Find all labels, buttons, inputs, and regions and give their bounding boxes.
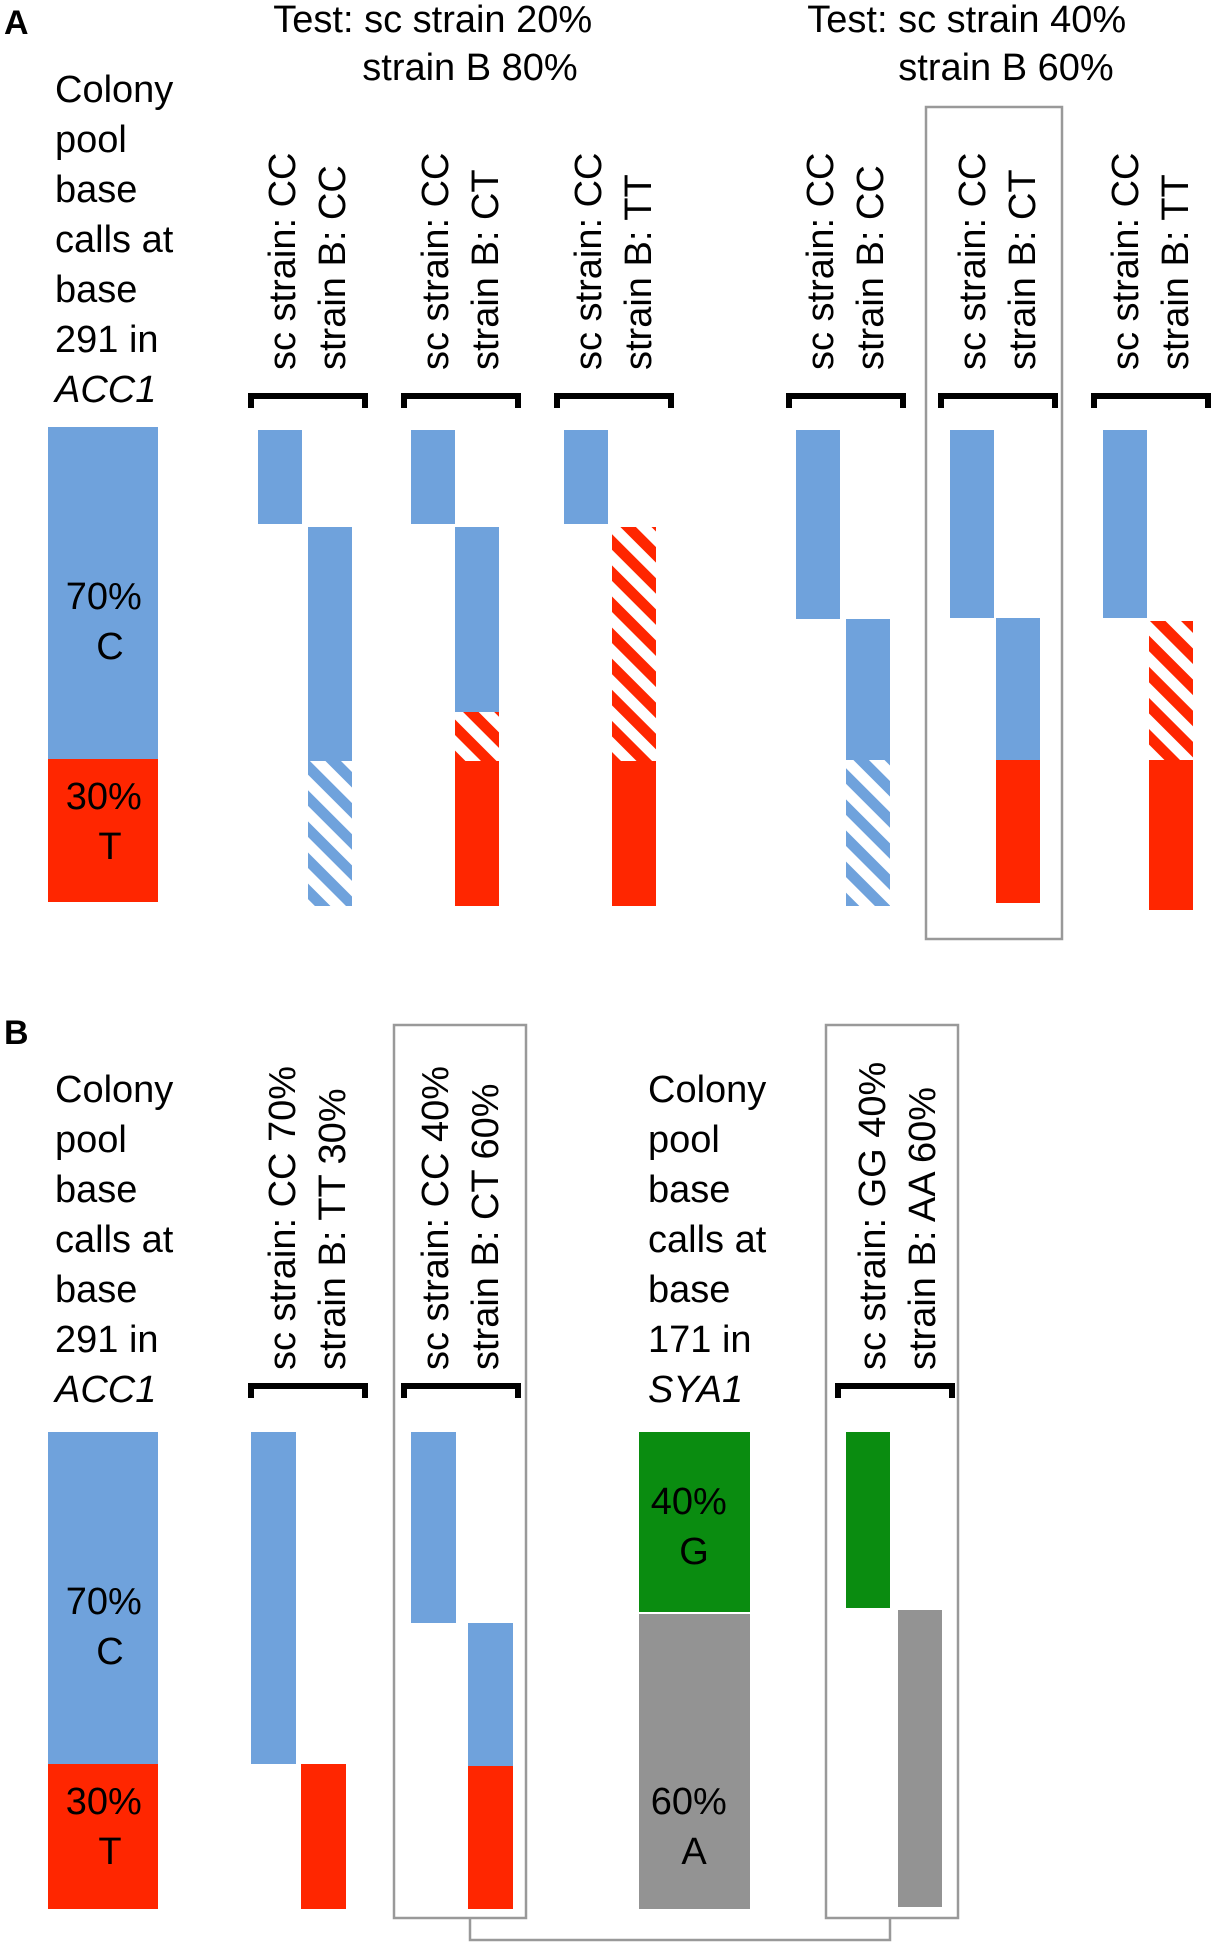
col-a5-b-t-bar	[996, 760, 1040, 903]
col-a3-b-label: strain B: TT	[618, 174, 660, 370]
col-a1-b-c-hatched	[308, 761, 352, 906]
pool-b1-c-label: 70% C	[66, 1581, 153, 1673]
panel-a-test-2: Test: sc strain 40% strain B 60%	[807, 0, 1136, 89]
bracket-a3	[554, 393, 674, 408]
col-a2-b-t-hatched	[455, 712, 499, 761]
col-a5-b-c-bar	[996, 618, 1040, 760]
col-a1-sc-bar	[258, 430, 302, 524]
highlight-box-b2	[392, 1023, 528, 1920]
pool-b2-a-label: 60% A	[651, 1781, 738, 1873]
col-a1-b-c-bar	[308, 527, 352, 761]
highlight-box-a5	[924, 105, 1064, 941]
col-a1-b-label: strain B: CC	[312, 165, 354, 370]
col-a5-b-label: strain B: CT	[1002, 169, 1044, 370]
col-b2-b-label: strain B: CT 60%	[465, 1083, 507, 1370]
pool-b1-c-bar	[48, 1432, 158, 1764]
col-a6-b-label: strain B: TT	[1155, 174, 1197, 370]
col-a6-b-t-bar	[1149, 760, 1193, 910]
col-b3-sc-label: sc strain: GG 40%	[852, 1062, 894, 1370]
pool-a-c-label: 70% C	[66, 576, 153, 668]
panel-a-label: A	[4, 4, 29, 42]
pool-b1-t-bar	[48, 1764, 158, 1909]
col-a3-b-t-bar	[612, 761, 656, 906]
pool-b1-t-label: 30% T	[66, 1781, 153, 1873]
col-b3-b-label: strain B: AA 60%	[902, 1087, 944, 1370]
col-b2-sc-bar	[411, 1432, 456, 1623]
pool-a-c-bar	[48, 427, 158, 759]
col-a4-b-c-hatched	[846, 760, 890, 906]
col-a2-b-c-bar	[455, 527, 499, 712]
panel-a-test-1: Test: sc strain 20% strain B 80%	[273, 0, 602, 89]
col-a3-b-t-hatched	[612, 527, 656, 761]
highlight-box-b3	[824, 1023, 960, 1920]
col-a4-b-label: strain B: CC	[850, 165, 892, 370]
col-a4-sc-label: sc strain: CC	[800, 153, 842, 370]
col-a4-sc-bar	[796, 430, 840, 619]
col-b1-sc-label: sc strain: CC 70%	[262, 1066, 304, 1370]
col-b3-sc-g-bar	[846, 1432, 890, 1608]
panel-b-colony-label-1: Colony pool base calls at base 291 in AC…	[53, 1069, 184, 1411]
col-a1-sc-label: sc strain: CC	[262, 153, 304, 370]
col-b2-b-t-bar	[468, 1766, 513, 1909]
col-b1-sc-bar	[251, 1432, 296, 1764]
panel-a-colony-label: Colony pool base calls at base 291 in AC…	[53, 69, 184, 411]
panel-b-colony-label-2: Colony pool base calls at base 171 in SY…	[648, 1069, 777, 1411]
pool-b2-g-bar	[639, 1432, 750, 1612]
col-a3-sc-bar	[564, 430, 608, 524]
col-a2-b-label: strain B: CT	[465, 169, 507, 370]
col-b3-b-a-bar	[898, 1610, 942, 1907]
col-b1-b-label: strain B: TT 30%	[312, 1088, 354, 1370]
col-b1-b-t-bar	[301, 1764, 346, 1909]
bracket-a1	[248, 393, 368, 408]
col-a6-sc-label: sc strain: CC	[1105, 153, 1147, 370]
col-a5-sc-label: sc strain: CC	[952, 153, 994, 370]
col-b2-sc-label: sc strain: CC 40%	[415, 1066, 457, 1370]
bracket-b1	[248, 1383, 368, 1398]
pool-b2-a-bar	[639, 1614, 750, 1909]
bracket-a4	[786, 393, 906, 408]
box-connector	[468, 1918, 892, 1942]
pool-a-t-label: 30% T	[66, 776, 153, 868]
bracket-a5	[938, 393, 1058, 408]
col-a5-sc-bar	[950, 430, 994, 618]
col-b2-b-c-bar	[468, 1623, 513, 1766]
col-a2-sc-label: sc strain: CC	[415, 153, 457, 370]
col-a4-b-c-bar	[846, 619, 890, 760]
bracket-a2	[401, 393, 521, 408]
pool-b2-g-label: 40% G	[651, 1481, 738, 1573]
bracket-a6	[1091, 393, 1211, 408]
col-a6-b-t-hatched	[1149, 621, 1193, 760]
panel-b-label: B	[4, 1014, 29, 1052]
pool-a-t-bar	[48, 759, 158, 902]
col-a2-sc-bar	[411, 430, 455, 524]
col-a3-sc-label: sc strain: CC	[568, 153, 610, 370]
col-a2-b-t-bar	[455, 761, 499, 906]
col-a6-sc-bar	[1103, 430, 1147, 618]
bracket-b3	[835, 1383, 955, 1398]
bracket-b2	[401, 1383, 521, 1398]
